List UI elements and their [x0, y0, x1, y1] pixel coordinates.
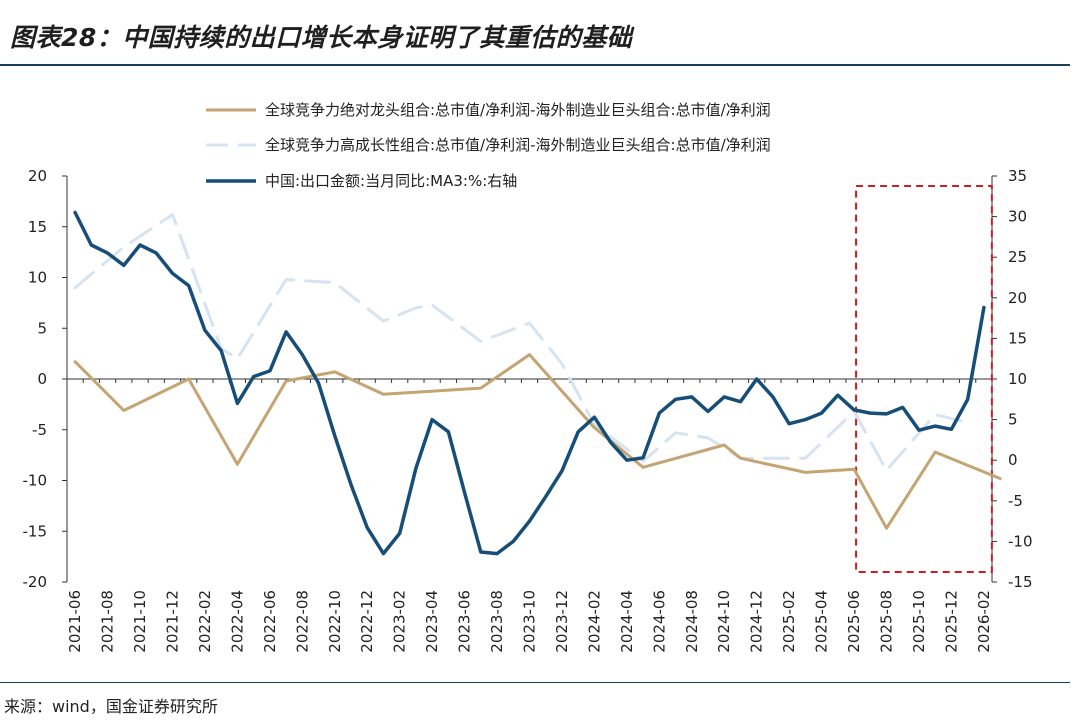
- x-axis-tick-label: 2023-12: [553, 590, 571, 653]
- x-axis-tick-label: 2023-10: [521, 590, 539, 653]
- x-axis-tick-label: 2023-02: [391, 590, 409, 653]
- x-axis-tick-label: 2021-12: [163, 590, 181, 653]
- series-line-1: [73, 353, 1002, 530]
- right-axis-tick-label: 0: [1008, 451, 1018, 469]
- right-axis-tick-label: -5: [1008, 492, 1023, 510]
- x-axis-tick-label: 2024-08: [683, 590, 701, 653]
- right-axis-tick-label: 30: [1008, 208, 1027, 226]
- left-axis-tick-label: -20: [23, 573, 48, 591]
- legend-label-3: 中国:出口金额:当月同比:MA3:%:右轴: [265, 172, 517, 190]
- x-axis-tick-label: 2022-08: [293, 590, 311, 653]
- right-axis-tick-label: -15: [1008, 573, 1033, 591]
- series-line-3: [73, 210, 986, 556]
- legend-label-1: 全球竞争力绝对龙头组合:总市值/净利润-海外制造业巨头组合:总市值/净利润: [265, 101, 771, 119]
- highlight-box-rect: [855, 185, 993, 573]
- legend: 全球竞争力绝对龙头组合:总市值/净利润-海外制造业巨头组合:总市值/净利润全球竞…: [206, 101, 771, 190]
- right-axis-tick-label: 15: [1008, 329, 1027, 347]
- legend-label-2: 全球竞争力高成长性组合:总市值/净利润-海外制造业巨头组合:总市值/净利润: [265, 136, 771, 154]
- left-axis-tick-label: 15: [28, 218, 47, 236]
- x-axis-tick-label: 2022-10: [326, 590, 344, 653]
- x-axis-tick-label: 2026-02: [975, 590, 993, 653]
- x-axis-tick-label: 2023-06: [456, 590, 474, 653]
- right-axis-tick-label: -10: [1008, 532, 1033, 550]
- right-axis-tick-label: 35: [1008, 167, 1027, 185]
- x-axis-tick-label: 2021-08: [99, 590, 117, 653]
- right-axis-tick-label: 20: [1008, 289, 1027, 307]
- x-axis-tick-label: 2024-02: [585, 590, 603, 653]
- footer-divider: [0, 682, 1070, 683]
- x-axis-tick-label: 2022-04: [228, 590, 246, 653]
- axes: 20 15 10 5 0 -5 -10 -15 -20 35 30 25 20 15 10 5 0 -5 -10 -1…: [23, 167, 1033, 653]
- x-axis-tick-label: 2025-04: [813, 590, 831, 653]
- x-axis-tick-label: 2022-02: [196, 590, 214, 653]
- x-axis-tick-label: 2025-02: [780, 590, 798, 653]
- left-axis-tick-label: -10: [23, 472, 48, 490]
- x-axis-tick-label: 2021-06: [66, 590, 84, 653]
- x-axis-tick-label: 2022-12: [358, 590, 376, 653]
- right-axis-tick-label: 25: [1008, 248, 1027, 266]
- x-axis-tick-label: 2025-12: [942, 590, 960, 653]
- right-axis-tick-label: 10: [1008, 370, 1027, 388]
- series-lines: [73, 210, 1002, 556]
- x-axis-tick-label: 2025-10: [910, 590, 928, 653]
- left-axis-tick-label: -5: [32, 421, 47, 439]
- left-axis-tick-label: 5: [37, 319, 47, 337]
- left-axis-tick-label: 20: [28, 167, 47, 185]
- x-axis-tick-label: 2023-08: [488, 590, 506, 653]
- right-axis-tick-label: 5: [1008, 411, 1018, 429]
- source-note: 来源：wind，国金证券研究所: [4, 697, 218, 716]
- x-axis-tick-label: 2023-04: [423, 590, 441, 653]
- x-axis-tick-label: 2025-08: [878, 590, 896, 653]
- x-axis-tick-label: 2024-04: [618, 590, 636, 653]
- x-axis-tick-label: 2024-12: [748, 590, 766, 653]
- left-axis-tick-label: -15: [23, 522, 48, 540]
- x-axis-tick-label: 2025-06: [845, 590, 863, 653]
- x-axis-tick-label: 2024-10: [715, 590, 733, 653]
- title-divider: [0, 64, 1070, 66]
- x-axis-tick-label: 2022-06: [261, 590, 279, 653]
- series-line-2: [73, 213, 970, 472]
- left-axis-tick-label: 0: [37, 370, 47, 388]
- x-axis-tick-label: 2021-10: [131, 590, 149, 653]
- left-axis-tick-label: 10: [28, 269, 47, 287]
- highlight-box: [855, 185, 993, 573]
- x-axis-tick-label: 2024-06: [650, 590, 668, 653]
- chart-title: 图表28：中国持续的出口增长本身证明了其重估的基础: [10, 23, 633, 52]
